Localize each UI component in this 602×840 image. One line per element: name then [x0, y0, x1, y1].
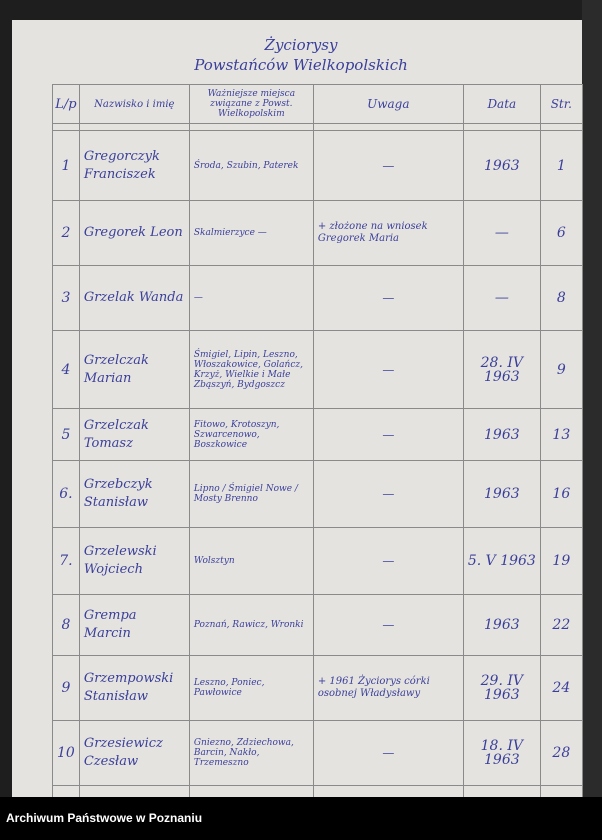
row-name: Grzelczak Tomasz: [78, 408, 190, 461]
header-row: L/p Nazwisko i imię Ważniejsze miejsca z…: [52, 84, 583, 124]
footer-bar: Archiwum Państwowe w Poznaniu: [0, 797, 602, 840]
row-name: Gregorczyk Franciszek: [78, 130, 190, 201]
row-name: Grzesiewicz Czesław: [78, 720, 190, 786]
row-name: Grzelak Wanda: [78, 265, 190, 331]
row-places: Wolsztyn: [188, 527, 314, 595]
archive-label: Archiwum Państwowe w Poznaniu: [6, 811, 203, 825]
table-row: 8 Grempa Marcin Poznań, Rawicz, Wronki —196…: [52, 594, 583, 656]
row-page: 8: [539, 265, 583, 331]
row-page: 24: [539, 655, 583, 721]
table-row: 7. Grzelewski Wojciech Wolsztyn —5. V 1963 1…: [52, 527, 583, 595]
row-places: Fitowo, Krotoszyn, Szwarcenowo, Boszkowi…: [188, 408, 314, 461]
row-remarks: —: [312, 460, 464, 528]
row-name: Grzelewski Wojciech: [78, 527, 190, 595]
row-date: 28. IV 1963: [462, 330, 541, 409]
row-remarks: —: [312, 527, 464, 595]
row-date: 1963: [462, 408, 541, 461]
col-name: Nazwisko i imię: [78, 84, 190, 124]
row-date: 29. IV 1963: [462, 655, 541, 721]
row-page: 19: [539, 527, 583, 595]
row-name: Gregorek Leon: [78, 200, 190, 266]
row-remarks: —: [312, 330, 464, 409]
table-row: 10 Grzesiewicz Czesław Gniezno, Zdziechowa…: [52, 720, 583, 786]
title-line-1: Życiorysy: [264, 36, 338, 54]
table-row: 5 Grzelczak Tomasz Fitowo, Krotoszyn, Szwa…: [52, 408, 583, 461]
row-name: Grempa Marcin: [78, 594, 190, 656]
row-page: 1: [539, 130, 583, 201]
row-places: Śmigiel, Lipin, Leszno, Włoszakowice, Go…: [188, 330, 314, 409]
col-lp: L/p: [52, 84, 80, 124]
register-table: L/p Nazwisko i imię Ważniejsze miejsca z…: [52, 84, 583, 798]
row-remarks: —: [312, 130, 464, 201]
row-date: 5. V 1963: [462, 527, 541, 595]
col-page: Str.: [539, 84, 583, 124]
row-places: Gniezno, Zdziechowa, Barcin, Nakło, Trze…: [188, 720, 314, 786]
row-number: 4: [52, 330, 80, 409]
row-remarks: —: [312, 720, 464, 786]
row-page: 16: [539, 460, 583, 528]
row-number: 2: [52, 200, 80, 266]
table-row: 9 Grzempowski Stanisław Leszno, Poniec, Pa…: [52, 655, 583, 721]
row-number: 1: [52, 130, 80, 201]
row-number: 3: [52, 265, 80, 331]
table-row: 6. Grzebczyk Stanisław Lipno / Śmigiel Now…: [52, 460, 583, 528]
table-row: 1 Gregorczyk Franciszek Środa, Szubin, Pat…: [52, 130, 583, 201]
row-date: —: [462, 265, 541, 331]
row-remarks: + złożone na wniosek Gregorek Maria: [312, 200, 464, 266]
row-remarks: —: [312, 265, 464, 331]
row-number: 5: [52, 408, 80, 461]
row-date: 1963: [462, 594, 541, 656]
title-line-2: Powstańców Wielkopolskich: [194, 56, 408, 74]
row-page: 6: [539, 200, 583, 266]
row-date: —: [462, 200, 541, 266]
row-page: 22: [539, 594, 583, 656]
row-number: 8: [52, 594, 80, 656]
row-page: 9: [539, 330, 583, 409]
table-row: 2 Gregorek Leon Skalmierzyce — + złożone na…: [52, 200, 583, 266]
col-remarks: Uwaga: [312, 84, 464, 124]
row-remarks: + 1961 Życiorys córki osobnej Władysławy: [312, 655, 464, 721]
row-number: 6.: [52, 460, 80, 528]
row-remarks: —: [312, 594, 464, 656]
row-places: Poznań, Rawicz, Wronki: [188, 594, 314, 656]
row-name: Grzebczyk Stanisław: [78, 460, 190, 528]
row-date: 1963: [462, 130, 541, 201]
row-places: —: [188, 265, 314, 331]
table-row: 4 Grzelczak Marian Śmigiel, Lipin, Leszno,…: [52, 330, 583, 409]
row-places: Leszno, Poniec, Pawłowice: [188, 655, 314, 721]
col-places: Ważniejsze miejsca związane z Powst. Wie…: [188, 84, 314, 124]
row-name: Grzelczak Marian: [78, 330, 190, 409]
scan-border: [582, 0, 602, 797]
row-page: 13: [539, 408, 583, 461]
row-page: 28: [539, 720, 583, 786]
row-number: 9: [52, 655, 80, 721]
row-number: 10: [52, 720, 80, 786]
col-date: Data: [462, 84, 541, 124]
row-number: 7.: [52, 527, 80, 595]
row-places: Środa, Szubin, Paterek: [188, 130, 314, 201]
row-name: Grzempowski Stanisław: [78, 655, 190, 721]
row-places: Lipno / Śmigiel Nowe / Mosty Brenno: [188, 460, 314, 528]
row-date: 18. IV 1963: [462, 720, 541, 786]
row-remarks: —: [312, 408, 464, 461]
table-row: 3 Grzelak Wanda — — —8: [52, 265, 583, 331]
row-places: Skalmierzyce —: [188, 200, 314, 266]
row-date: 1963: [462, 460, 541, 528]
